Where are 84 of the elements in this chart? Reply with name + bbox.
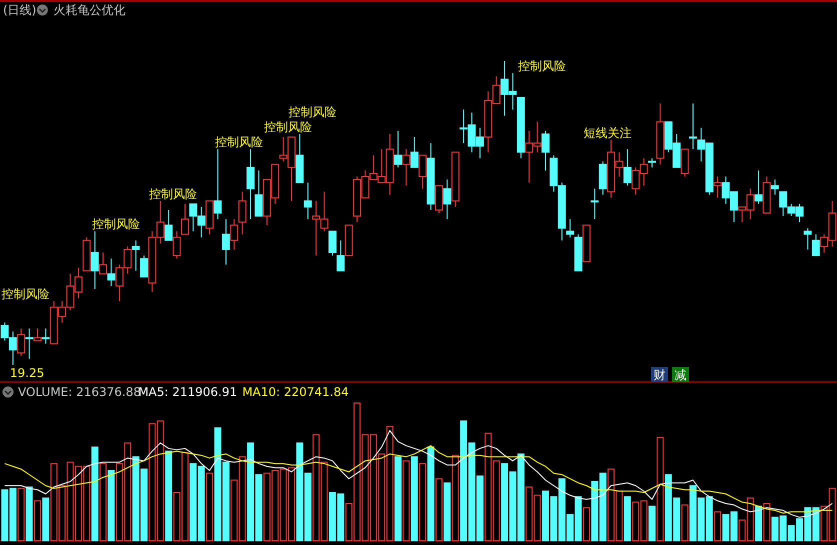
bar bbox=[165, 450, 172, 542]
candlestick bbox=[304, 182, 312, 220]
bar bbox=[714, 511, 722, 542]
bar bbox=[436, 478, 442, 542]
candlestick bbox=[34, 328, 42, 342]
candlestick bbox=[648, 158, 656, 168]
text: MA5: 211906.91 bbox=[138, 385, 238, 399]
candlestick bbox=[214, 148, 222, 220]
bar bbox=[624, 496, 631, 542]
bar bbox=[444, 482, 451, 542]
bar bbox=[452, 454, 459, 542]
candlestick bbox=[17, 328, 26, 356]
candlestick bbox=[402, 148, 410, 186]
candlestick bbox=[394, 130, 402, 168]
text: 控制风险 bbox=[92, 217, 140, 232]
candlestick bbox=[762, 176, 771, 214]
text: 控制风险 bbox=[2, 287, 50, 302]
candlestick bbox=[410, 136, 418, 168]
candlestick bbox=[107, 258, 116, 286]
bar bbox=[402, 460, 410, 542]
bar bbox=[18, 488, 25, 542]
candlestick bbox=[451, 152, 460, 208]
candlestick bbox=[689, 103, 697, 150]
text: 控制风险 bbox=[518, 59, 566, 74]
candlestick bbox=[590, 188, 599, 220]
candlestick bbox=[42, 328, 50, 344]
candlestick bbox=[132, 240, 140, 272]
candlestick bbox=[598, 160, 607, 196]
text: 控制风险 bbox=[214, 135, 263, 150]
chart-title: (日线) bbox=[3, 3, 36, 17]
bar bbox=[582, 507, 590, 542]
candlestick bbox=[180, 203, 189, 235]
candlestick bbox=[238, 191, 246, 235]
candlestick bbox=[656, 103, 664, 165]
candlestick bbox=[566, 218, 574, 238]
candlestick bbox=[164, 209, 173, 241]
candlestick bbox=[804, 228, 812, 250]
bar bbox=[100, 463, 107, 542]
candlestick bbox=[443, 179, 452, 220]
candlestick bbox=[516, 96, 525, 159]
bar bbox=[91, 446, 98, 542]
candlestick bbox=[246, 148, 255, 220]
text: 控制风险 bbox=[264, 120, 312, 134]
candlestick bbox=[418, 154, 427, 190]
candlestick bbox=[99, 252, 108, 274]
candlestick bbox=[254, 170, 263, 217]
text: 减 bbox=[674, 368, 686, 382]
candlestick bbox=[623, 148, 632, 186]
candlestick bbox=[90, 230, 99, 290]
bar bbox=[648, 506, 656, 542]
candlestick bbox=[230, 218, 238, 250]
bar bbox=[26, 486, 33, 542]
candlestick bbox=[336, 240, 345, 272]
bar bbox=[419, 463, 426, 542]
text: MA10: 220741.84 bbox=[242, 385, 349, 399]
text: 19.25 bbox=[10, 366, 44, 380]
candlestick bbox=[296, 133, 304, 184]
bar bbox=[681, 504, 688, 542]
bar bbox=[763, 503, 770, 542]
candlestick bbox=[25, 328, 34, 360]
bar bbox=[42, 498, 50, 542]
candlestick bbox=[770, 179, 779, 196]
candlestick bbox=[222, 218, 230, 266]
text: 财 bbox=[654, 368, 666, 382]
text: 控制风险 bbox=[288, 104, 336, 119]
text: 控制风险 bbox=[149, 186, 198, 201]
chart-subtitle: 火耗龟公优化 bbox=[53, 3, 126, 17]
chart-title: VOLUME: 216376.88 bbox=[18, 385, 141, 399]
candlestick bbox=[754, 170, 763, 204]
bar bbox=[34, 500, 41, 542]
candlestick bbox=[206, 200, 214, 235]
candlestick bbox=[426, 142, 435, 210]
candlestick bbox=[714, 176, 722, 198]
bar bbox=[656, 436, 664, 542]
bar bbox=[394, 456, 402, 542]
bar bbox=[206, 472, 214, 542]
text: 短线关注 bbox=[583, 126, 632, 140]
bar bbox=[108, 470, 115, 542]
bar bbox=[410, 456, 418, 542]
candlestick bbox=[812, 234, 820, 256]
bar bbox=[755, 506, 762, 542]
candlestick bbox=[542, 130, 550, 171]
candlestick bbox=[172, 230, 181, 260]
bar bbox=[427, 446, 434, 542]
